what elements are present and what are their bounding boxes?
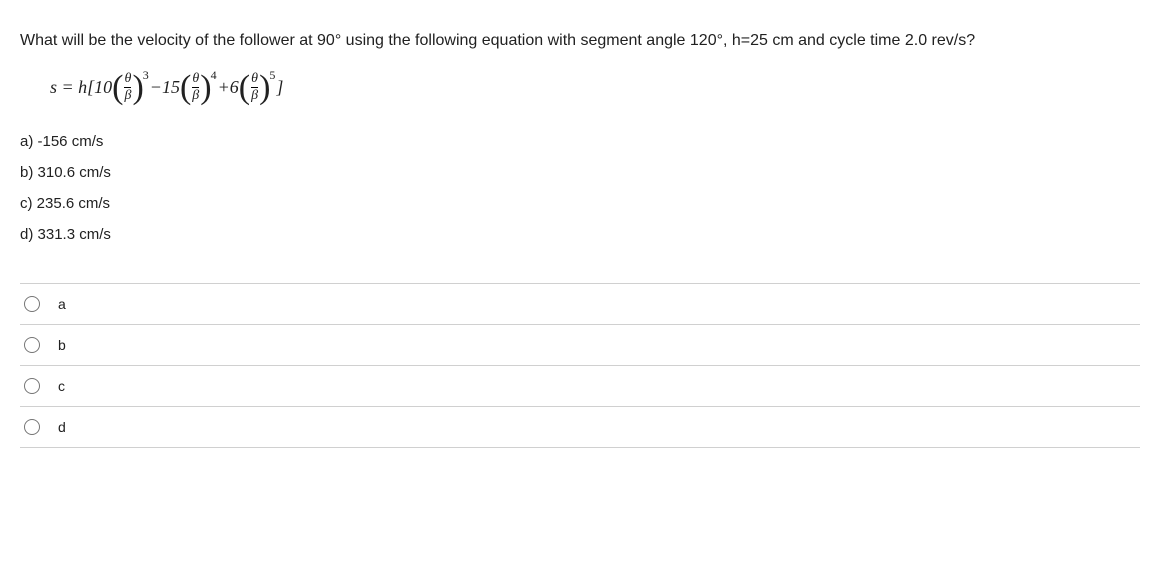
answer-d: d) 331.3 cm/s <box>20 226 1140 243</box>
equation: s = h[ 10 ( θ β ) 3 − 15 ( θ β ) 4 + 6 (… <box>50 72 1140 103</box>
fraction-3: θ β <box>251 72 258 103</box>
equation-lhs: s = h[ <box>50 77 94 98</box>
label-c[interactable]: c <box>58 378 65 394</box>
option-row-a[interactable]: a <box>20 283 1140 324</box>
answers-block: a) -156 cm/s b) 310.6 cm/s c) 235.6 cm/s… <box>20 133 1140 243</box>
exp-3: 5 <box>269 68 275 83</box>
answer-b: b) 310.6 cm/s <box>20 164 1140 181</box>
equation-coef1: 10 <box>94 77 112 98</box>
lparen-2: ( <box>180 74 191 101</box>
exp-1: 3 <box>143 68 149 83</box>
radio-d[interactable] <box>24 419 40 435</box>
question-text: What will be the velocity of the followe… <box>20 30 1140 52</box>
exp-2: 4 <box>211 68 217 83</box>
op-1: − <box>150 77 162 98</box>
op-2: + <box>218 77 230 98</box>
radio-b[interactable] <box>24 337 40 353</box>
fraction-1: θ β <box>124 72 131 103</box>
option-row-c[interactable]: c <box>20 365 1140 406</box>
lparen-3: ( <box>239 74 250 101</box>
option-row-b[interactable]: b <box>20 324 1140 365</box>
answer-c: c) 235.6 cm/s <box>20 195 1140 212</box>
options-list: a b c d <box>20 283 1140 448</box>
equation-rhs: ] <box>276 77 283 98</box>
fraction-2: θ β <box>192 72 199 103</box>
label-a[interactable]: a <box>58 296 66 312</box>
label-b[interactable]: b <box>58 337 66 353</box>
option-row-d[interactable]: d <box>20 406 1140 448</box>
radio-a[interactable] <box>24 296 40 312</box>
equation-coef3: 6 <box>230 77 239 98</box>
lparen-1: ( <box>112 74 123 101</box>
equation-coef2: 15 <box>162 77 180 98</box>
radio-c[interactable] <box>24 378 40 394</box>
answer-a: a) -156 cm/s <box>20 133 1140 150</box>
label-d[interactable]: d <box>58 419 66 435</box>
